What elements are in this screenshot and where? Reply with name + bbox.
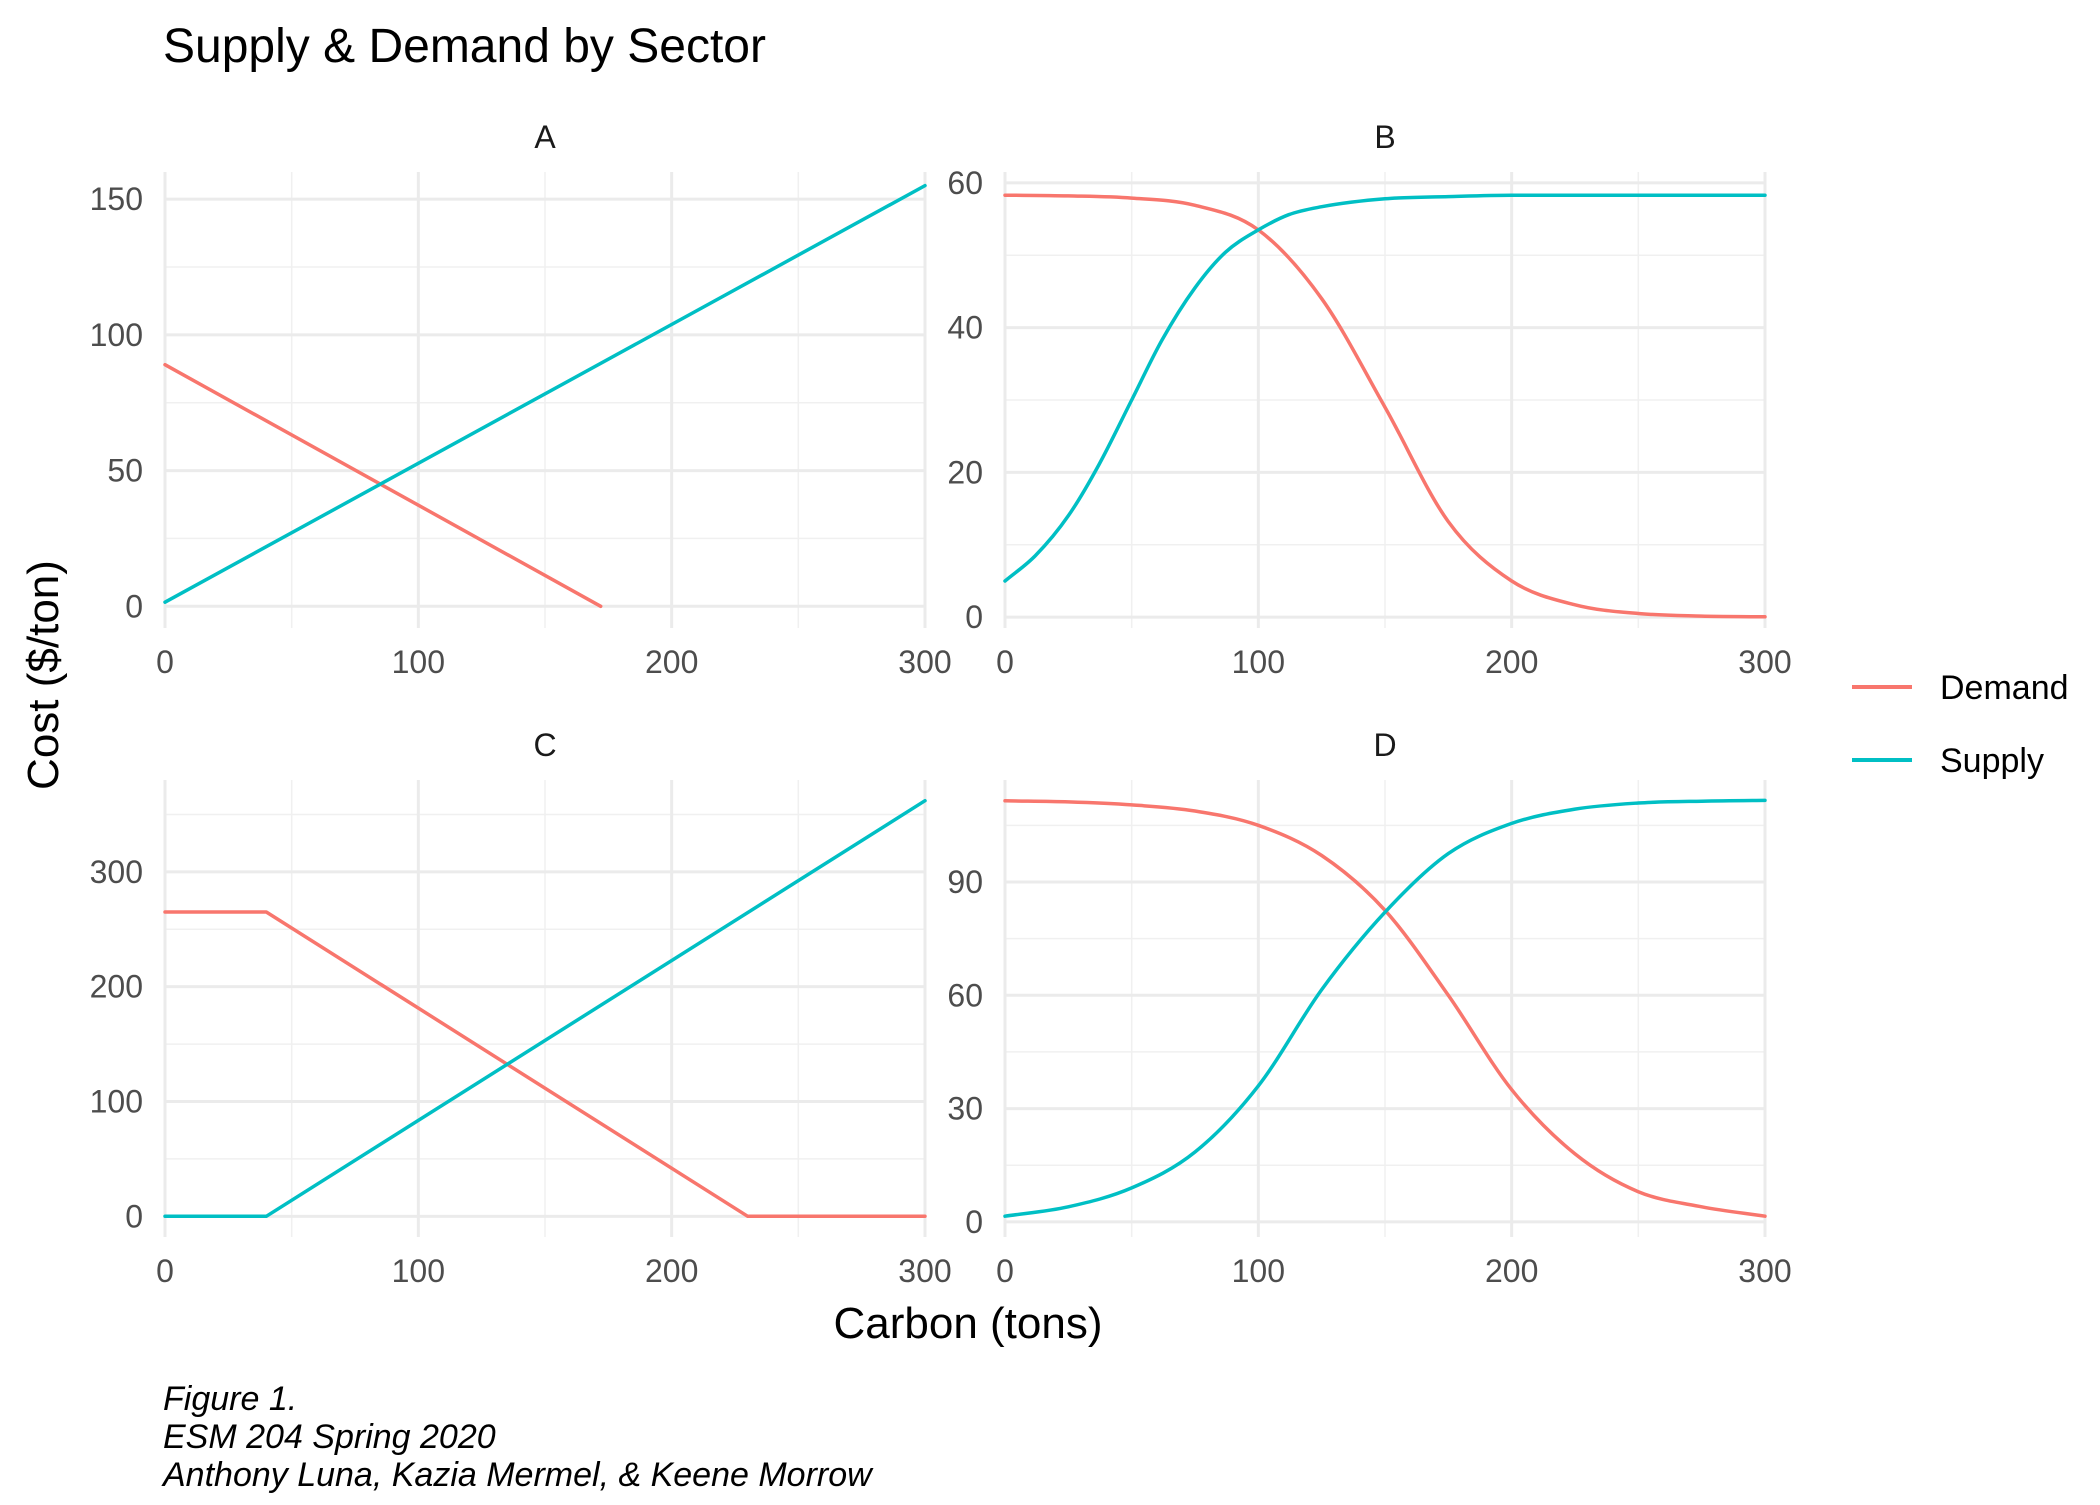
y-tick-label: 0 xyxy=(125,1198,143,1234)
caption-line-2: ESM 204 Spring 2020 xyxy=(163,1418,496,1456)
panel-b: 0 100 200 300 0 20 40 60 B xyxy=(947,119,1791,680)
x-axis-title: Carbon (tons) xyxy=(833,1299,1102,1348)
y-tick-label: 100 xyxy=(90,317,143,353)
y-tick-label: 100 xyxy=(90,1084,143,1120)
panel-d: 0 100 200 300 0 30 60 90 D xyxy=(947,727,1791,1289)
x-tick-label: 200 xyxy=(645,1253,698,1289)
series-line-demand-d xyxy=(1003,799,1767,1218)
y-tick-label: 150 xyxy=(90,181,143,217)
y-tick-label: 50 xyxy=(107,453,143,489)
x-tick-label: 0 xyxy=(996,1253,1014,1289)
x-tick-label: 300 xyxy=(1738,1253,1791,1289)
x-tick-label: 0 xyxy=(156,1253,174,1289)
series-line-demand-b xyxy=(1003,193,1767,619)
caption-line-3: Anthony Luna, Kazia Mermel, & Keene Morr… xyxy=(161,1456,874,1494)
legend: Demand Supply xyxy=(1852,669,2069,780)
y-tick-label: 90 xyxy=(947,864,983,900)
legend-label-supply: Supply xyxy=(1940,742,2044,780)
x-tick-label: 100 xyxy=(392,644,445,680)
panel-label-a: A xyxy=(534,119,556,155)
panel-a: 0 100 200 300 0 50 100 150 A xyxy=(90,119,952,680)
x-tick-label: 300 xyxy=(898,1253,951,1289)
y-tick-label: 60 xyxy=(947,165,983,201)
y-tick-label: 300 xyxy=(90,854,143,890)
series-line-supply-a xyxy=(163,183,927,604)
chart-title: Supply & Demand by Sector xyxy=(163,20,766,73)
y-tick-label: 20 xyxy=(947,454,983,490)
series-line-demand-a xyxy=(163,362,603,609)
x-tick-label: 0 xyxy=(156,644,174,680)
y-tick-label: 0 xyxy=(965,1204,983,1240)
y-axis-title: Cost ($/ton) xyxy=(19,560,68,790)
panel-label-c: C xyxy=(533,727,556,763)
x-tick-label: 100 xyxy=(392,1253,445,1289)
series-line-supply-d xyxy=(1003,798,1767,1218)
y-tick-label: 0 xyxy=(125,588,143,624)
x-tick-label: 100 xyxy=(1232,1253,1285,1289)
x-tick-label: 300 xyxy=(898,644,951,680)
x-tick-label: 200 xyxy=(1485,1253,1538,1289)
panel-c: 0 100 200 300 0 100 200 300 C xyxy=(90,727,952,1289)
figure-caption: Figure 1. ESM 204 Spring 2020 Anthony Lu… xyxy=(161,1380,874,1494)
x-tick-label: 300 xyxy=(1738,644,1791,680)
series-line-supply-c xyxy=(163,798,927,1219)
x-tick-label: 0 xyxy=(996,644,1014,680)
caption-line-1: Figure 1. xyxy=(163,1380,297,1418)
x-tick-label: 200 xyxy=(1485,644,1538,680)
x-tick-label: 100 xyxy=(1232,644,1285,680)
y-tick-label: 40 xyxy=(947,310,983,346)
y-tick-label: 30 xyxy=(947,1091,983,1127)
x-tick-label: 200 xyxy=(645,644,698,680)
series-line-supply-b xyxy=(1003,193,1767,583)
legend-label-demand: Demand xyxy=(1940,669,2069,707)
panel-label-b: B xyxy=(1374,119,1395,155)
y-tick-label: 0 xyxy=(965,599,983,635)
panel-label-d: D xyxy=(1373,727,1396,763)
y-tick-label: 200 xyxy=(90,969,143,1005)
y-tick-label: 60 xyxy=(947,977,983,1013)
